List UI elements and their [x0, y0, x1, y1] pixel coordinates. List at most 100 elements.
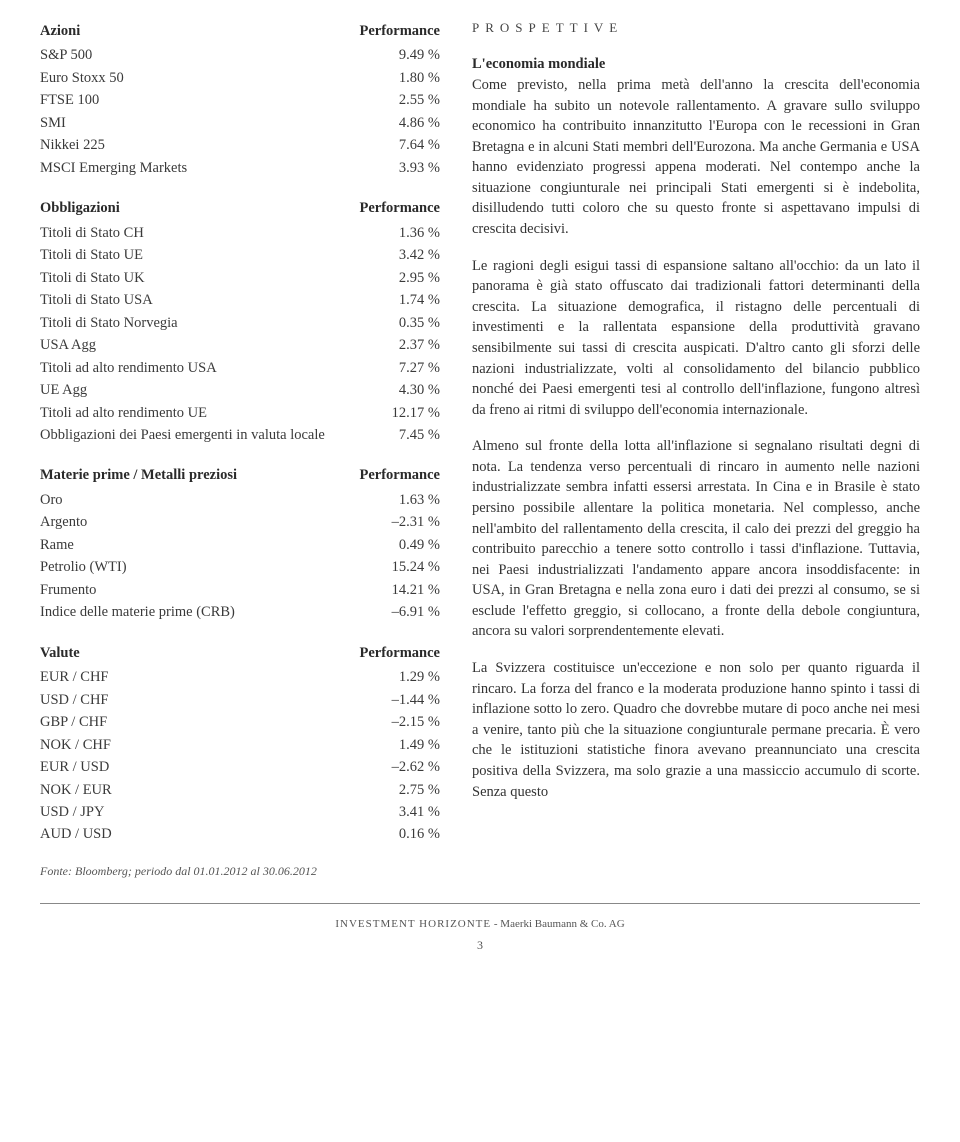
row-label: GBP / CHF: [40, 711, 392, 733]
row-value: 1.49 %: [399, 734, 440, 756]
body-paragraph: Le ragioni degli esigui tassi di espansi…: [472, 256, 920, 421]
azioni-header-left: Azioni: [40, 20, 359, 42]
row-value: 3.41 %: [399, 801, 440, 823]
table-row: Titoli di Stato USA1.74 %: [40, 289, 440, 311]
body-paragraph: Come previsto, nella prima metà dell'ann…: [472, 75, 920, 240]
table-row: MSCI Emerging Markets3.93 %: [40, 157, 440, 179]
table-row: NOK / EUR2.75 %: [40, 779, 440, 801]
table-row: Titoli di Stato Norvegia0.35 %: [40, 312, 440, 334]
row-value: 7.64 %: [399, 134, 440, 156]
row-value: 15.24 %: [392, 556, 440, 578]
row-label: Frumento: [40, 579, 392, 601]
row-label: USD / JPY: [40, 801, 399, 823]
row-label: EUR / USD: [40, 756, 392, 778]
table-row: Titoli di Stato UE3.42 %: [40, 244, 440, 266]
obbligazioni-table: Obbligazioni Performance Titoli di Stato…: [40, 197, 440, 446]
table-row: Titoli di Stato UK2.95 %: [40, 267, 440, 289]
row-value: 2.95 %: [399, 267, 440, 289]
materie-table: Materie prime / Metalli preziosi Perform…: [40, 464, 440, 623]
row-label: Titoli di Stato UK: [40, 267, 399, 289]
row-value: 2.75 %: [399, 779, 440, 801]
row-value: –6.91 %: [392, 601, 440, 623]
table-row: NOK / CHF1.49 %: [40, 734, 440, 756]
table-row: Obbligazioni dei Paesi emergenti in valu…: [40, 424, 440, 446]
row-label: MSCI Emerging Markets: [40, 157, 399, 179]
table-row: Nikkei 2257.64 %: [40, 134, 440, 156]
table-row: FTSE 1002.55 %: [40, 89, 440, 111]
obbligazioni-header-left: Obbligazioni: [40, 197, 359, 219]
row-value: 2.55 %: [399, 89, 440, 111]
row-value: –2.62 %: [392, 756, 440, 778]
obbligazioni-header-right: Performance: [359, 197, 440, 219]
table-row: EUR / USD–2.62 %: [40, 756, 440, 778]
row-label: Oro: [40, 489, 399, 511]
row-label: Titoli di Stato UE: [40, 244, 399, 266]
row-value: 1.29 %: [399, 666, 440, 688]
row-label: Titoli di Stato Norvegia: [40, 312, 399, 334]
page-footer: INVESTMENT HORIZONTE - Maerki Baumann & …: [40, 903, 920, 953]
left-column: Azioni Performance S&P 5009.49 %Euro Sto…: [40, 20, 440, 879]
table-row: Titoli ad alto rendimento UE12.17 %: [40, 402, 440, 424]
row-label: AUD / USD: [40, 823, 399, 845]
row-label: EUR / CHF: [40, 666, 399, 688]
row-label: Titoli ad alto rendimento USA: [40, 357, 399, 379]
row-value: 1.74 %: [399, 289, 440, 311]
table-row: Petrolio (WTI)15.24 %: [40, 556, 440, 578]
table-row: EUR / CHF1.29 %: [40, 666, 440, 688]
row-label: FTSE 100: [40, 89, 399, 111]
table-row: SMI4.86 %: [40, 112, 440, 134]
row-value: 0.49 %: [399, 534, 440, 556]
row-label: Titoli di Stato USA: [40, 289, 399, 311]
row-value: –1.44 %: [392, 689, 440, 711]
row-value: 1.80 %: [399, 67, 440, 89]
row-label: SMI: [40, 112, 399, 134]
row-value: 14.21 %: [392, 579, 440, 601]
table-row: Frumento14.21 %: [40, 579, 440, 601]
row-value: 1.36 %: [399, 222, 440, 244]
valute-table: Valute Performance EUR / CHF1.29 % USD / …: [40, 642, 440, 846]
row-value: 7.27 %: [399, 357, 440, 379]
row-value: 12.17 %: [392, 402, 440, 424]
right-column: PROSPETTIVE L'economia mondiale Come pre…: [472, 20, 920, 879]
prospettive-heading: PROSPETTIVE: [472, 20, 920, 36]
valute-header-right: Performance: [359, 642, 440, 664]
table-row: UE Agg4.30 %: [40, 379, 440, 401]
row-value: –2.31 %: [392, 511, 440, 533]
materie-header-right: Performance: [359, 464, 440, 486]
row-value: 4.30 %: [399, 379, 440, 401]
row-value: 0.16 %: [399, 823, 440, 845]
row-label: Obbligazioni dei Paesi emergenti in valu…: [40, 424, 399, 446]
row-value: 0.35 %: [399, 312, 440, 334]
row-label: Titoli ad alto rendimento UE: [40, 402, 392, 424]
table-row: S&P 5009.49 %: [40, 44, 440, 66]
azioni-table: Azioni Performance S&P 5009.49 %Euro Sto…: [40, 20, 440, 179]
table-row: Argento–2.31 %: [40, 511, 440, 533]
row-label: Euro Stoxx 50: [40, 67, 399, 89]
row-value: 3.93 %: [399, 157, 440, 179]
azioni-header-right: Performance: [359, 20, 440, 42]
row-label: NOK / EUR: [40, 779, 399, 801]
valute-header-left: Valute: [40, 642, 359, 664]
row-value: 1.63 %: [399, 489, 440, 511]
body-paragraph: Almeno sul fronte della lotta all'inflaz…: [472, 436, 920, 642]
row-label: Nikkei 225: [40, 134, 399, 156]
row-value: –2.15 %: [392, 711, 440, 733]
table-row: Rame0.49 %: [40, 534, 440, 556]
row-label: Petrolio (WTI): [40, 556, 392, 578]
row-label: UE Agg: [40, 379, 399, 401]
table-row: Titoli ad alto rendimento USA7.27 %: [40, 357, 440, 379]
row-value: 7.45 %: [399, 424, 440, 446]
body-paragraph: La Svizzera costituisce un'eccezione e n…: [472, 658, 920, 802]
table-row: GBP / CHF–2.15 %: [40, 711, 440, 733]
footer-brand: INVESTMENT HORIZONTE: [335, 918, 491, 930]
row-label: Titoli di Stato CH: [40, 222, 399, 244]
row-label: USA Agg: [40, 334, 399, 356]
table-row: Oro1.63 %: [40, 489, 440, 511]
table-row: Euro Stoxx 501.80 %: [40, 67, 440, 89]
table-row: USD / JPY3.41 %: [40, 801, 440, 823]
source-note: Fonte: Bloomberg; periodo dal 01.01.2012…: [40, 864, 440, 879]
table-row: AUD / USD0.16 %: [40, 823, 440, 845]
table-row: Indice delle materie prime (CRB)–6.91 %: [40, 601, 440, 623]
table-row: Titoli di Stato CH1.36 %: [40, 222, 440, 244]
row-label: Rame: [40, 534, 399, 556]
